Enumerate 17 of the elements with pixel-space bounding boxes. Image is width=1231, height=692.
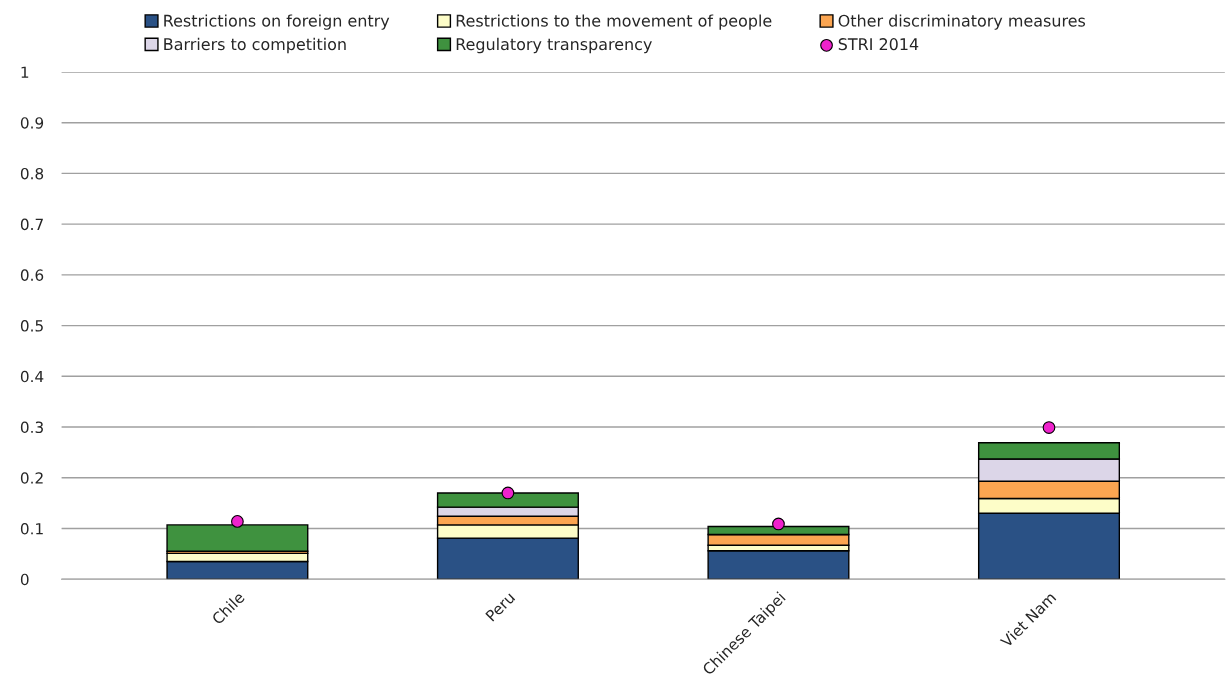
legend-label: STRI 2014: [838, 38, 919, 51]
legend-label: Regulatory transparency: [456, 37, 652, 54]
y-tick-label: 0.5: [20, 320, 43, 332]
legend-label: Other discriminatory measures: [838, 14, 1086, 30]
y-tick-label: 0.1: [20, 522, 43, 535]
y-tick-label: 0.7: [20, 218, 43, 231]
legend-label: Barriers to competition: [164, 37, 346, 54]
legend-label: Restrictions to the movement of people: [456, 14, 772, 30]
y-tick-label: 0.2: [20, 472, 43, 484]
legend-label: Restrictions on foreign entry: [164, 14, 390, 30]
y-tick-label: 0.8: [20, 167, 44, 180]
y-tick-label: 0.4: [20, 370, 44, 383]
y-tick-label: 0: [20, 573, 29, 586]
y-tick-label: 1: [21, 66, 29, 78]
y-tick-label: 0.3: [20, 421, 43, 434]
y-tick-label: 0.9: [20, 117, 44, 129]
y-tick-label: 0.6: [20, 269, 44, 281]
